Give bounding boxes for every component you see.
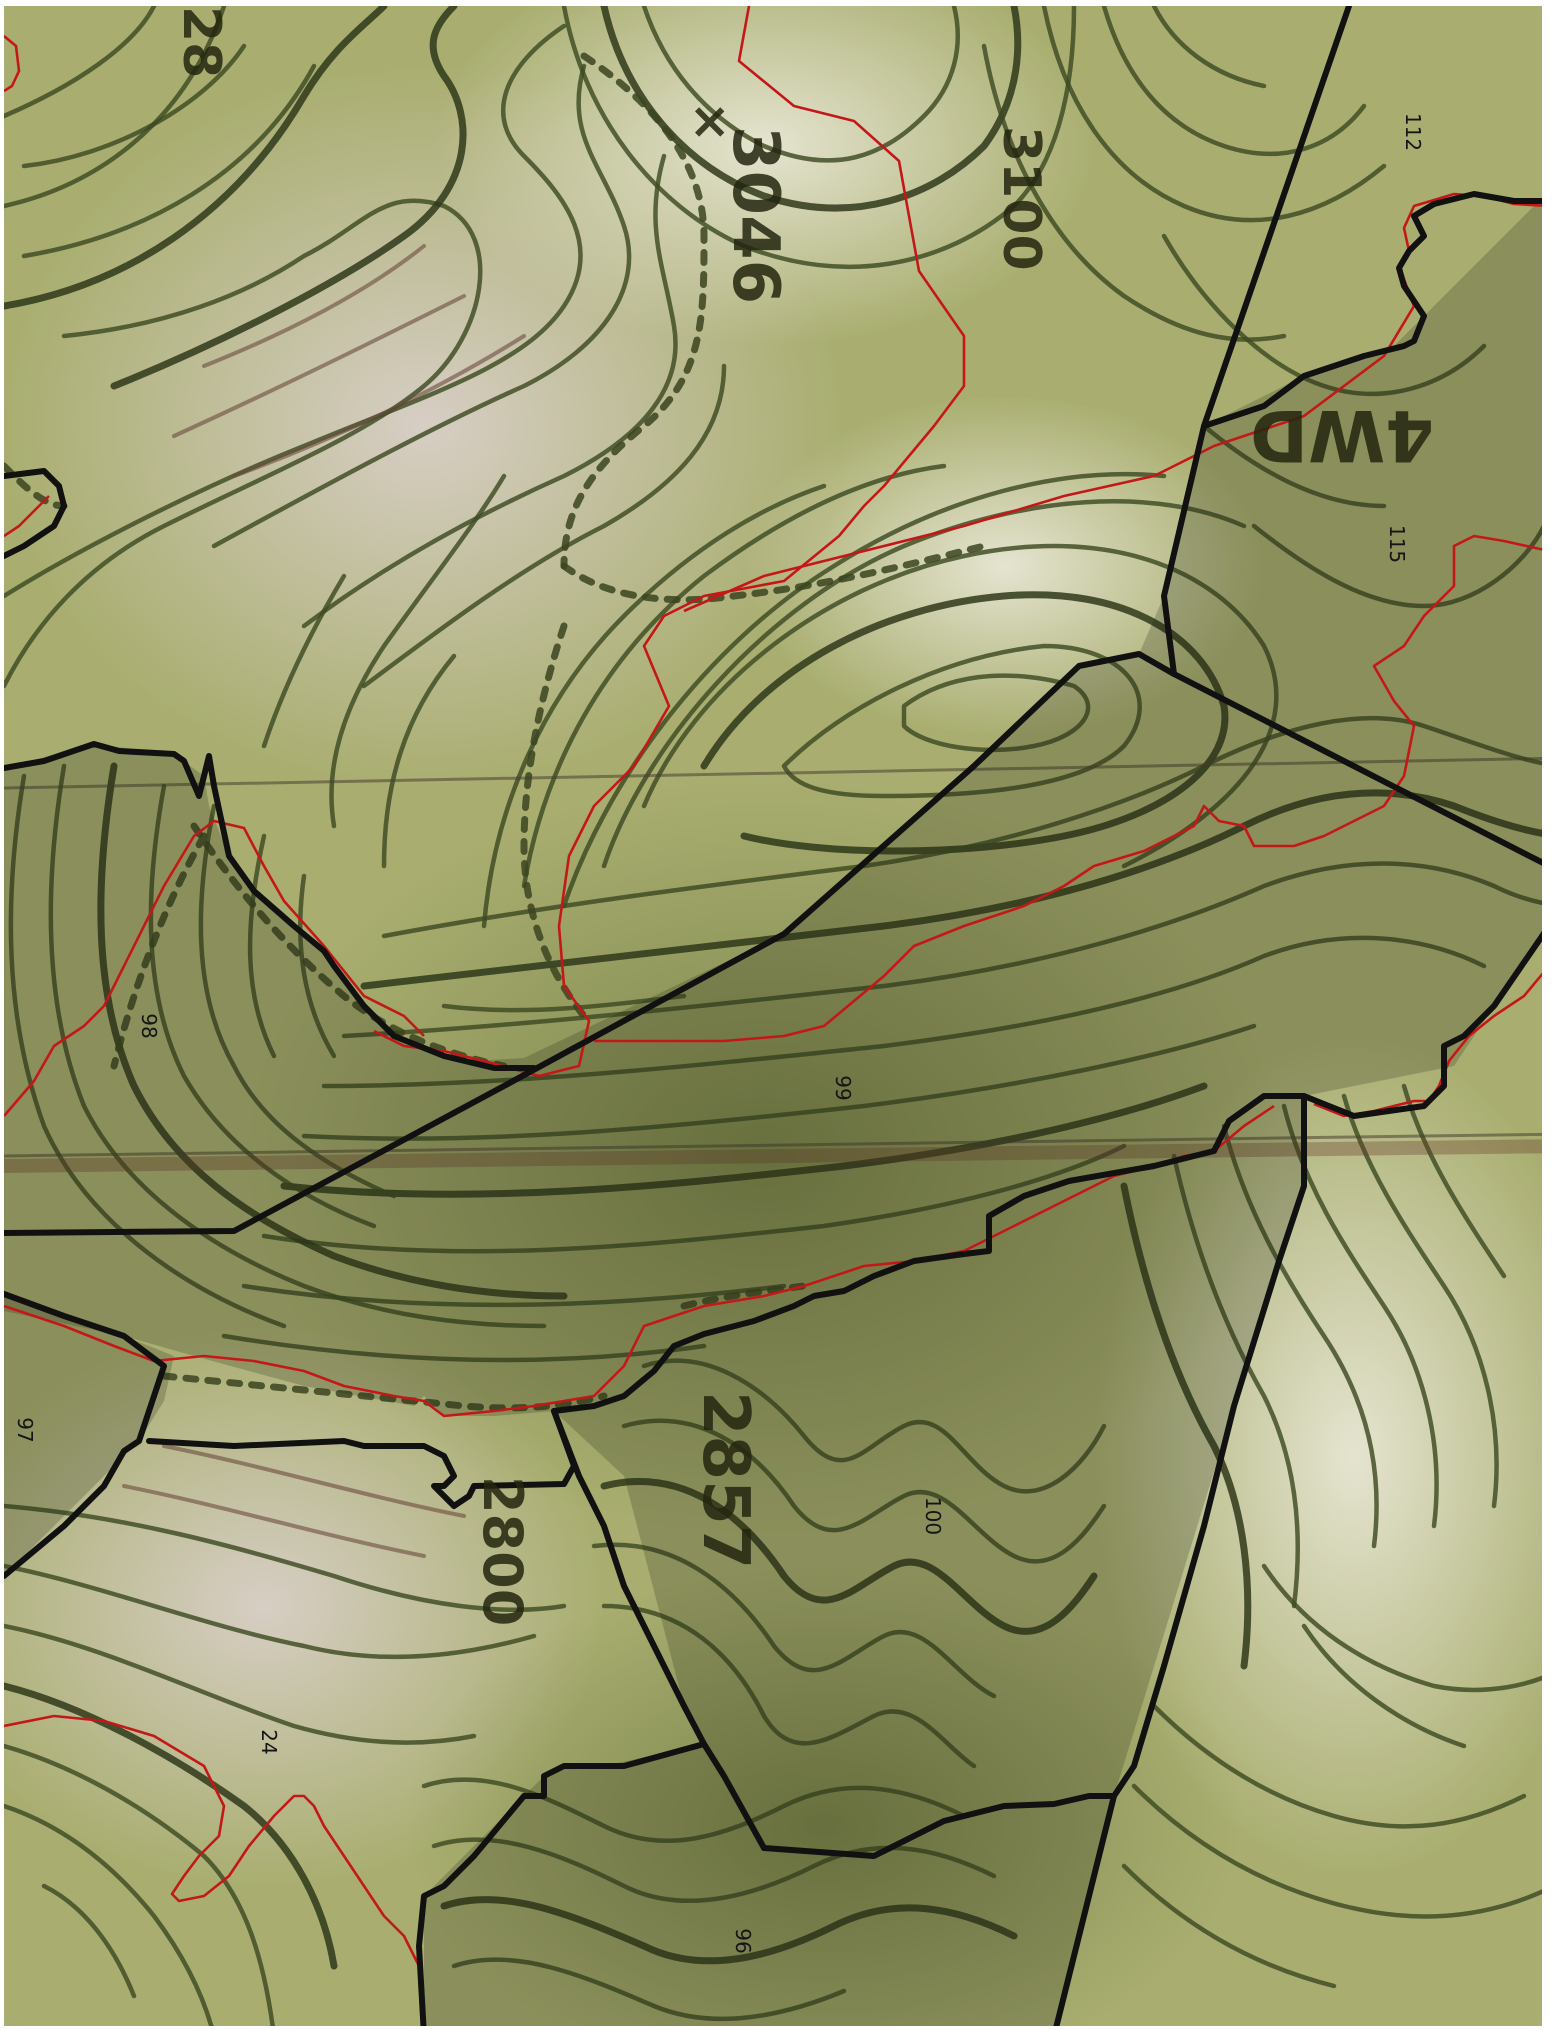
- parcel-boundary-100-west: [551, 1408, 767, 1851]
- faded-elevation-top-right: 3100: [991, 126, 1051, 271]
- parcel-boundaries: [4, 6, 1542, 2026]
- contours-upper-left: [4, 6, 727, 689]
- parcel-97-area: [4, 1294, 174, 1576]
- red-boundary-north: [683, 192, 1542, 613]
- red-boundary-ridge: [594, 534, 1542, 1043]
- parcel-label-96[interactable]: 96: [731, 1928, 755, 1953]
- red-boundary-nw-small: [4, 495, 50, 538]
- parcel-115-area: [1139, 198, 1542, 863]
- parcel-boundary-north-east: [1201, 191, 1542, 429]
- contours-top-peak: [561, 6, 1387, 342]
- elevation-label-middle: 2857: [688, 1391, 762, 1569]
- parcel-labels: 112 115 98 99 97 100 24 96: [13, 113, 1425, 1954]
- parcel-boundary-96-east: [1053, 1793, 1117, 2026]
- parcel-boundary-96: [416, 1741, 707, 2026]
- contours-left-98: [8, 762, 568, 1329]
- parcel-boundary-97: [4, 1291, 167, 1579]
- road-label: 4WD: [1250, 394, 1434, 476]
- parcel-boundary-100-east: [1111, 1093, 1307, 1799]
- elevation-label-top: 3046: [718, 126, 792, 304]
- parcel-boundary-ridge: [551, 930, 1542, 1414]
- summit-marker: ×: [682, 101, 740, 143]
- terrain-shade-center: [244, 776, 1284, 1536]
- terrain-highlight-top: [434, 6, 1094, 346]
- red-boundary-nw-corner: [4, 35, 21, 93]
- red-boundary-main: [373, 6, 966, 1078]
- terrain-shade-lower: [404, 1566, 1244, 2026]
- parcel-98-area: [4, 744, 524, 1233]
- parcel-label-112[interactable]: 112: [1401, 113, 1425, 151]
- contours-lower: [4, 1358, 1107, 2026]
- parcel-label-97[interactable]: 97: [13, 1417, 37, 1442]
- topographic-map: 3046 2857 2800 28 3100 4WD × 112 115 98 …: [4, 6, 1542, 2026]
- contours-middle-basin: [261, 463, 1279, 929]
- faded-elevation-top-left: 28: [171, 6, 231, 78]
- parcel-boundary-nw-stub: [4, 468, 67, 559]
- map-view[interactable]: 3046 2857 2800 28 3100 4WD × 112 115 98 …: [4, 6, 1542, 2026]
- parcel-label-98[interactable]: 98: [137, 1013, 161, 1038]
- parcel-boundary-diagonal: [4, 651, 1542, 1236]
- parcel-100-area: [554, 1096, 1304, 1856]
- parcel-boundary-west-arc: [4, 741, 537, 1071]
- parcel-boundary-100-south: [761, 1793, 1117, 1859]
- red-boundary-southwest: [4, 1714, 426, 2026]
- contours-central-band: [221, 715, 1542, 1363]
- parcel-label-24[interactable]: 24: [257, 1729, 281, 1754]
- parcel-boundary-115: [1161, 6, 1352, 677]
- parcel-label-99[interactable]: 99: [831, 1075, 855, 1100]
- parcel-boundary-notch: [146, 1408, 577, 1509]
- parcel-96-area: [424, 1744, 1114, 2026]
- elevation-label-bottom: 2800: [471, 1476, 534, 1626]
- map-annotations: 3046 2857 2800 28 3100 4WD ×: [171, 6, 1434, 1626]
- contours-right: [1120, 233, 1542, 1989]
- parcel-label-115[interactable]: 115: [1385, 525, 1409, 563]
- parcel-label-100[interactable]: 100: [921, 1497, 945, 1535]
- red-boundary-west: [4, 819, 425, 1117]
